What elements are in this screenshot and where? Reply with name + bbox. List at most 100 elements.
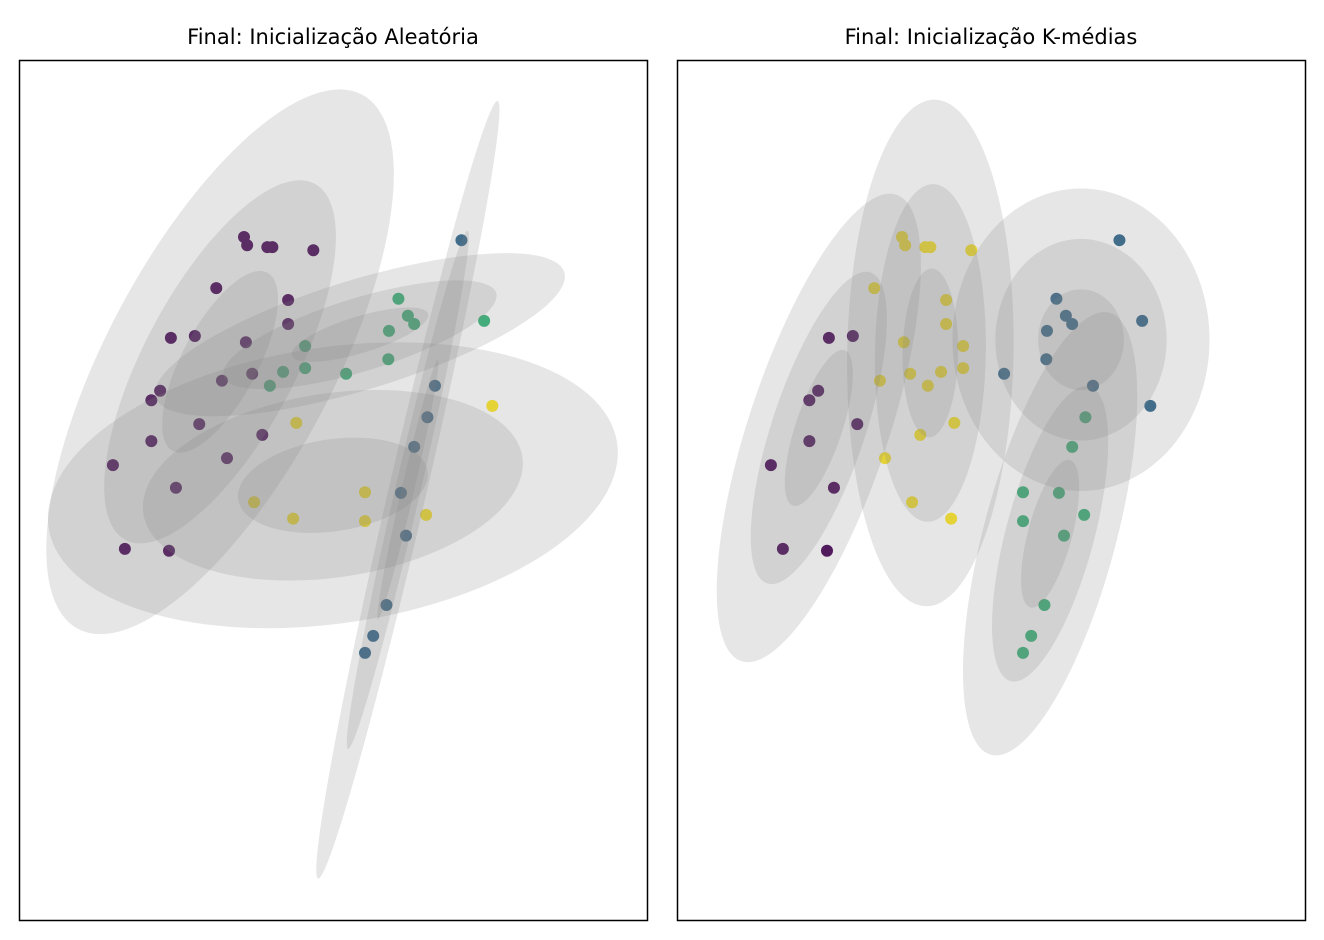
data-point (380, 598, 393, 611)
covariance-ellipse-0-sigma-1 (162, 270, 278, 453)
data-point (1025, 629, 1038, 642)
data-point (1040, 324, 1053, 337)
data-point (359, 646, 372, 659)
data-point (1017, 646, 1030, 659)
data-point (163, 544, 176, 557)
data-point (822, 331, 835, 344)
data-point (1052, 486, 1065, 499)
data-point (897, 336, 910, 349)
panel-random-init: Final: Inicialização Aleatória (18, 25, 649, 922)
covariance-ellipse-3-sigma-1 (237, 437, 428, 533)
data-point (282, 294, 295, 307)
data-point (382, 353, 395, 366)
covariance-ellipse-3-sigma-2 (142, 389, 523, 581)
data-point (188, 329, 201, 342)
data-point (1066, 317, 1079, 330)
data-point (878, 452, 891, 465)
data-point (1078, 508, 1091, 521)
covariance-ellipse-2-sigma-1 (291, 307, 429, 362)
data-point (382, 324, 395, 337)
covariance-ellipse-1-sigma-1 (1038, 289, 1124, 391)
data-point (940, 294, 953, 307)
data-point (1079, 411, 1092, 424)
data-point (1017, 486, 1030, 499)
data-point (846, 329, 859, 342)
data-point (957, 340, 970, 353)
axes-frame (18, 59, 649, 922)
data-point (169, 481, 182, 494)
data-point (1040, 353, 1053, 366)
data-point (914, 428, 927, 441)
covariance-ellipse-2-sigma-1 (1021, 459, 1080, 608)
data-point (455, 234, 468, 247)
data-point (307, 244, 320, 257)
data-point (145, 394, 158, 407)
data-point (1086, 379, 1099, 392)
data-point (1038, 598, 1051, 611)
panel-kmeans-init: Final: Inicialização K-médias (676, 25, 1307, 922)
data-point (421, 411, 434, 424)
data-point (868, 282, 881, 295)
covariance-ellipse-0-sigma-3 (46, 89, 394, 635)
data-point (921, 379, 934, 392)
covariance-ellipse-2-sigma-3 (962, 312, 1138, 756)
covariance-ellipse-3-sigma-1 (902, 268, 959, 438)
data-point (145, 435, 158, 448)
covariance-ellipse-0-sigma-2 (750, 271, 887, 585)
data-point (899, 239, 912, 252)
data-point (164, 331, 177, 344)
data-point (803, 435, 816, 448)
data-point (256, 428, 269, 441)
data-point (998, 367, 1011, 380)
data-point (827, 481, 840, 494)
points-layer (764, 231, 1157, 659)
data-point (945, 512, 958, 525)
ellipses-layer (46, 89, 618, 879)
data-point (1136, 314, 1149, 327)
data-point (428, 379, 441, 392)
data-point (821, 544, 834, 557)
data-point (118, 542, 131, 555)
data-point (359, 486, 372, 499)
covariance-ellipse-1-sigma-1 (377, 360, 439, 620)
data-point (851, 418, 864, 431)
covariance-ellipse-3-sigma-2 (874, 184, 986, 522)
data-point (401, 309, 414, 322)
data-point (948, 416, 961, 429)
data-point (193, 418, 206, 431)
data-point (392, 292, 405, 305)
panel-title-random: Final: Inicialização Aleatória (187, 25, 479, 49)
panel-title-kmeans: Final: Inicialização K-médias (845, 25, 1138, 49)
data-point (1113, 234, 1126, 247)
data-point (1059, 309, 1072, 322)
covariance-ellipse-2-sigma-3 (155, 253, 565, 417)
data-point (904, 367, 917, 380)
data-point (957, 362, 970, 375)
data-point (154, 384, 167, 397)
covariance-ellipse-0-sigma-3 (716, 193, 921, 663)
ellipses-layer (716, 99, 1210, 756)
data-point (1057, 529, 1070, 542)
data-point (478, 314, 491, 327)
data-point (803, 394, 816, 407)
data-point (394, 486, 407, 499)
data-point (246, 367, 259, 380)
data-point (266, 241, 279, 254)
data-point (1066, 440, 1079, 453)
data-point (906, 496, 919, 509)
covariance-ellipse-1-sigma-3 (316, 100, 500, 879)
data-point (282, 317, 295, 330)
covariance-ellipse-0-sigma-2 (104, 180, 336, 544)
data-point (263, 379, 276, 392)
data-point (399, 529, 412, 542)
data-point (106, 459, 119, 472)
covariance-ellipse-1-sigma-3 (952, 188, 1210, 491)
covariance-ellipse-1-sigma-2 (995, 238, 1167, 441)
covariance-ellipse-1-sigma-2 (346, 230, 469, 749)
data-point (241, 239, 254, 252)
data-point (940, 317, 953, 330)
data-point (1050, 292, 1063, 305)
data-point (420, 508, 433, 521)
data-point (277, 365, 290, 378)
